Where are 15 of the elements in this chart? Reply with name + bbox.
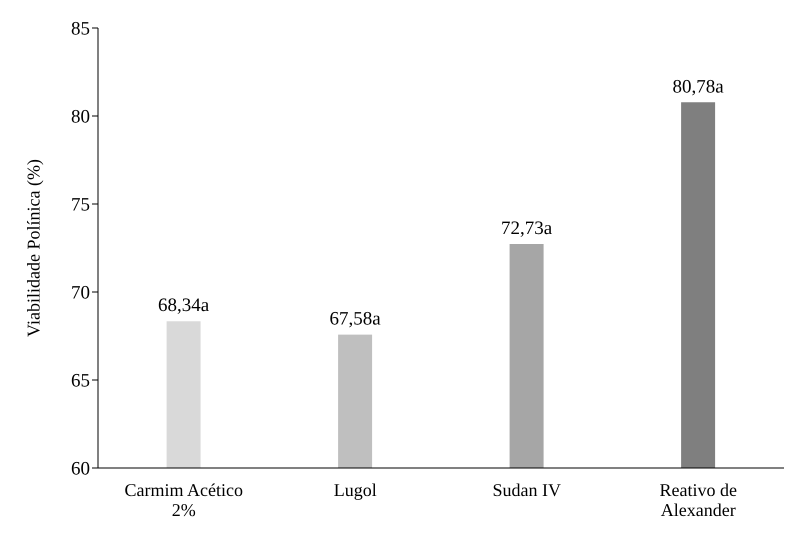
- y-tick-label: 80: [71, 106, 90, 128]
- data-label: 80,78a: [672, 76, 724, 98]
- data-label: 68,34a: [158, 295, 210, 316]
- y-tick-label: 85: [71, 18, 90, 40]
- data-label: 67,58a: [330, 308, 382, 330]
- x-tick-label: Lugol: [334, 480, 377, 500]
- y-tick-label: 65: [71, 370, 90, 392]
- x-tick-label: Carmim Acético 2%: [124, 480, 243, 520]
- x-tick-label: Reativo de Alexander: [660, 480, 737, 520]
- x-tick-label: Sudan IV: [492, 480, 561, 500]
- y-axis-title: Viabilidade Polínica (%): [23, 159, 44, 337]
- y-tick-label: 70: [71, 282, 90, 304]
- data-label: 72,73a: [501, 218, 553, 239]
- y-tick-label: 75: [71, 194, 90, 216]
- y-tick-label: 60: [71, 458, 90, 480]
